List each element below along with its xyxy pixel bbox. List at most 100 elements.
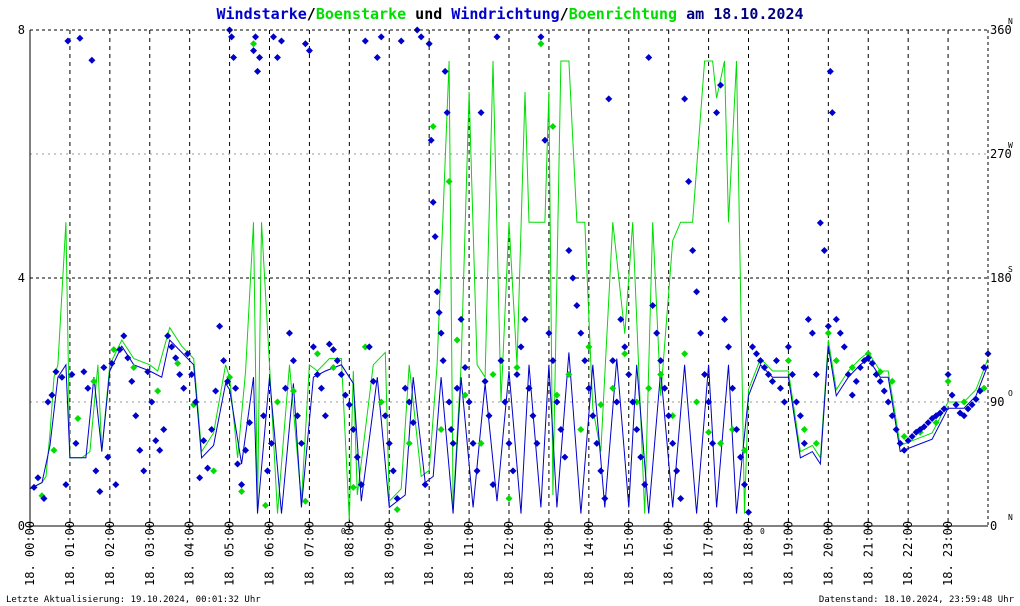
y-left-tick-label: 8 <box>18 23 25 37</box>
direction-point <box>601 494 609 502</box>
direction-point <box>110 346 118 354</box>
direction-point <box>168 343 176 351</box>
direction-point <box>417 33 425 41</box>
direction-point <box>525 384 533 392</box>
series-line-0 <box>29 60 989 520</box>
direction-point <box>325 340 333 348</box>
direction-point <box>832 315 840 323</box>
direction-point <box>557 426 565 434</box>
x-tick-label: 18. 06:00 <box>263 521 277 586</box>
direction-point <box>333 357 341 365</box>
direction-point <box>964 405 972 413</box>
direction-point <box>780 398 788 406</box>
direction-point <box>645 54 653 62</box>
direction-point <box>341 391 349 399</box>
direction-point <box>852 377 860 385</box>
direction-point <box>741 446 749 454</box>
direction-point <box>453 384 461 392</box>
direction-point <box>645 384 653 392</box>
direction-point <box>176 370 184 378</box>
direction-point <box>681 95 689 103</box>
direction-point <box>493 33 501 41</box>
direction-point <box>613 398 621 406</box>
direction-point <box>329 346 337 354</box>
direction-point <box>800 439 808 447</box>
x-tick-label: 18. 05:00 <box>223 521 237 586</box>
direction-point <box>972 395 980 403</box>
direction-point <box>709 439 717 447</box>
x-tick-label: 18. 10:00 <box>422 521 436 586</box>
direction-point <box>593 439 601 447</box>
direction-point <box>888 412 896 420</box>
direction-point <box>904 437 912 445</box>
zero-marker: 0 <box>760 527 765 536</box>
direction-point <box>944 370 952 378</box>
direction-point <box>896 439 904 447</box>
direction-point <box>196 474 204 482</box>
direction-point <box>437 329 445 337</box>
direction-point <box>204 464 212 472</box>
direction-point <box>112 481 120 489</box>
direction-point <box>156 446 164 454</box>
direction-point <box>453 336 461 344</box>
direction-point <box>533 439 541 447</box>
direction-point <box>116 346 124 354</box>
direction-point <box>273 398 281 406</box>
y-right-tick-label: 90 <box>990 395 1004 409</box>
footer-data-state: Datenstand: 18.10.2024, 23:59:48 Uhr <box>819 595 1015 605</box>
direction-point <box>30 483 38 491</box>
direction-point <box>437 426 445 434</box>
direction-point <box>443 109 451 117</box>
direction-point <box>549 357 557 365</box>
direction-point <box>353 453 361 461</box>
direction-point <box>234 460 242 468</box>
direction-point <box>389 467 397 475</box>
title-boenstarke: Boenstarke <box>316 5 406 23</box>
direction-point <box>297 439 305 447</box>
direction-point <box>40 494 48 502</box>
direction-point <box>313 350 321 358</box>
direction-point <box>669 412 677 420</box>
direction-point <box>405 398 413 406</box>
direction-point <box>445 398 453 406</box>
x-tick-label: 18. 13:00 <box>542 521 556 586</box>
direction-point <box>136 446 144 454</box>
direction-point <box>844 370 852 378</box>
direction-point <box>513 364 521 372</box>
y-right-compass-label: S <box>1008 265 1013 274</box>
direction-point <box>80 368 88 376</box>
direction-point <box>920 423 928 431</box>
direction-point <box>892 426 900 434</box>
direction-point <box>517 343 525 351</box>
direction-point <box>385 439 393 447</box>
direction-point <box>48 391 56 399</box>
direction-point <box>409 419 417 427</box>
direction-point <box>693 398 701 406</box>
direction-point <box>824 322 832 330</box>
direction-point <box>693 288 701 296</box>
y-left-tick-label: 0 <box>18 519 25 533</box>
series-line-1 <box>29 338 989 514</box>
direction-point <box>948 391 956 399</box>
direction-point <box>361 37 369 45</box>
direction-point <box>832 357 840 365</box>
direction-point <box>489 370 497 378</box>
direction-point <box>713 109 721 117</box>
direction-point <box>349 483 357 491</box>
direction-point <box>565 370 573 378</box>
direction-point <box>92 467 100 475</box>
direction-point <box>361 343 369 351</box>
title-separator-2: / <box>560 5 569 23</box>
direction-point <box>597 401 605 409</box>
title-windstarke: Windstarke <box>216 5 306 23</box>
direction-point <box>960 398 968 406</box>
direction-point <box>756 357 764 365</box>
direction-point <box>152 437 160 445</box>
direction-point <box>252 33 260 41</box>
direction-point <box>262 501 270 509</box>
direction-point <box>172 354 180 362</box>
direction-point <box>685 178 693 186</box>
direction-point <box>585 384 593 392</box>
direction-point <box>473 467 481 475</box>
